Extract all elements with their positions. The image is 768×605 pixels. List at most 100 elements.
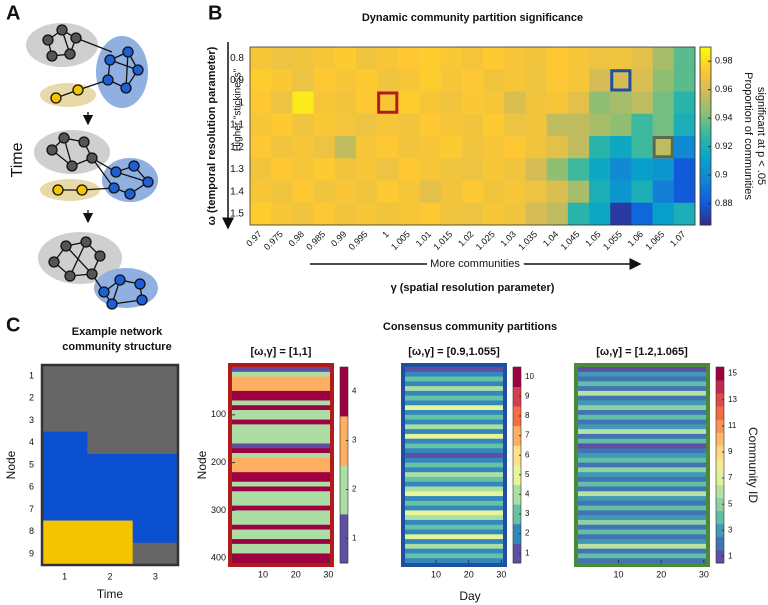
grid-cell (42, 476, 88, 499)
partition-row (578, 548, 706, 554)
grid-cell (132, 498, 179, 521)
heatmap-cell (377, 91, 399, 115)
heatmap-cell (334, 202, 357, 226)
colorbar-tick-label: 4 (352, 387, 357, 396)
colorbar-frame (715, 366, 725, 564)
colorbar-segment (700, 210, 711, 214)
heatmap-cell (250, 136, 272, 159)
colorbar-segment (700, 94, 711, 98)
partition-row (405, 410, 503, 416)
plot-frame (249, 46, 696, 226)
colorbar-segment (716, 367, 724, 381)
y-tick-label: 300 (211, 505, 226, 515)
heatmap-cell (652, 180, 675, 204)
colorbar-tick-label: 0.96 (715, 84, 733, 94)
x-tick-label: 1 (380, 229, 391, 240)
y-axis-label: Node (4, 450, 18, 479)
partition-row (578, 371, 706, 377)
colorbar-segment (700, 180, 711, 184)
heatmap-cell (440, 47, 463, 70)
partition-row (578, 543, 706, 550)
heatmap-cell (461, 113, 484, 137)
colorbar-tick-label: 13 (728, 395, 737, 404)
grid-cell (42, 542, 88, 566)
colorbar-tick-label: 1 (352, 534, 357, 543)
grid-cell (132, 387, 179, 410)
colorbar-segment (513, 465, 521, 485)
partition-row (232, 367, 330, 373)
heatmap-cell (546, 47, 569, 70)
heatmap-cell (567, 91, 590, 115)
colorbar-segment (513, 386, 521, 407)
y-tick-label: 1.3 (230, 164, 244, 175)
colorbar-segment (700, 198, 711, 202)
heatmap-cell (440, 158, 463, 181)
heatmap-cell (525, 180, 547, 204)
colorbar-segment (700, 168, 711, 173)
heatmap-cell (546, 180, 569, 204)
y-tick-label: 0.8 (230, 53, 244, 64)
x-tick-label: 20 (656, 569, 666, 579)
colorbar-segment (700, 52, 711, 57)
heatmap-cell (673, 47, 696, 70)
heatmap-cell (631, 202, 653, 226)
heatmap-cell (504, 158, 526, 181)
chart-title: community structure (62, 341, 171, 353)
partition-row (232, 524, 330, 530)
colorbar-segment (513, 504, 521, 525)
partition-row (405, 529, 503, 535)
heatmap-cell (525, 158, 547, 181)
heatmap-cell (546, 158, 569, 181)
x-tick-label: 1.06 (626, 229, 645, 248)
heatmap-cell (271, 202, 293, 226)
colorbar-segment (700, 162, 711, 167)
grid-cell (87, 520, 134, 544)
heatmap-cell (355, 158, 378, 181)
colorbar-tick-label: 1 (525, 548, 530, 557)
partition-row (232, 457, 330, 464)
colorbar-segment (700, 97, 711, 101)
y-tick-label: 4 (29, 437, 34, 447)
x-tick-label: 2 (107, 571, 112, 581)
colorbar-segment (700, 138, 711, 143)
heatmap-cell (271, 69, 293, 92)
grid-cell (42, 431, 88, 455)
colorbar-tick-label: 6 (525, 450, 530, 459)
colorbar-segment (700, 156, 711, 161)
colorbar-segment (700, 58, 711, 63)
colorbar-segment (700, 85, 711, 90)
partition-row (578, 457, 706, 464)
heatmap-cell (419, 158, 442, 181)
partition-row (232, 491, 330, 497)
x-tick-label: 30 (496, 569, 506, 579)
heatmap-cell (398, 113, 420, 137)
x-axis-label: Time (97, 587, 124, 601)
colorbar-tick-label: 0.88 (715, 198, 733, 208)
x-tick-label: 0.97 (244, 229, 263, 248)
x-axis-label: Day (459, 589, 480, 603)
colorbar-tick-label: 9 (525, 392, 530, 401)
chart-title: [ω,γ] = [0.9,1.055] (408, 346, 500, 358)
colorbar-segment (700, 47, 711, 51)
heatmap-cell (419, 113, 442, 137)
partition-row (405, 371, 503, 377)
partition-row (578, 486, 706, 492)
partition-row (578, 553, 706, 559)
grid-cell (87, 365, 134, 388)
heatmap-cell (652, 69, 675, 92)
y-axis-label: ω (temporal resolution parameter) (206, 46, 218, 225)
colorbar-segment (716, 549, 724, 564)
grid-cell (87, 409, 134, 433)
heatmap-cell (589, 47, 611, 70)
partition-row (405, 376, 503, 382)
partition-row (578, 376, 706, 382)
colorbar-tick-label: 7 (525, 431, 530, 440)
partition-row (578, 524, 706, 530)
partition-row (232, 481, 330, 487)
heatmap-cell (631, 136, 653, 159)
partition-row (578, 395, 706, 401)
colorbar-tick-label: 3 (728, 525, 733, 534)
partition-row (232, 505, 330, 511)
heatmap-cell (652, 158, 675, 181)
colorbar-segment (716, 445, 724, 459)
